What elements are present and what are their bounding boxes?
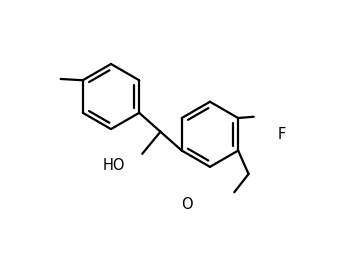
Text: HO: HO [103,158,125,173]
Text: O: O [181,197,192,212]
Text: F: F [278,127,286,142]
